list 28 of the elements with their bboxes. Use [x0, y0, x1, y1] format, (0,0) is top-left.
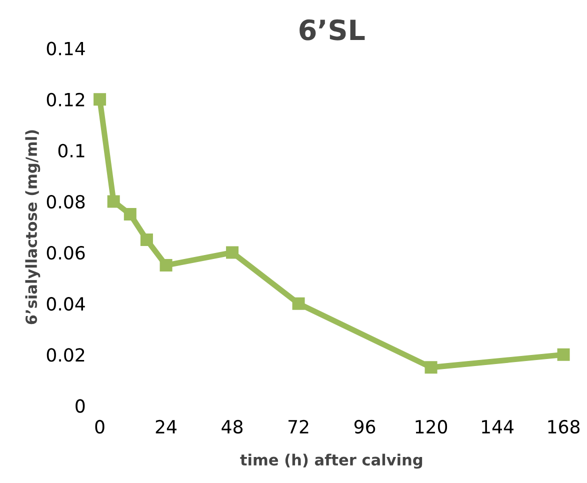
y-tick-label: 0: [76, 399, 85, 413]
y-tick-label: 0.1: [58, 144, 84, 158]
x-tick-label: 48: [222, 420, 243, 434]
point: [292, 297, 305, 310]
x-tick-label: 0: [95, 420, 104, 434]
point: [226, 246, 239, 259]
y-tick-label: 0.08: [46, 194, 85, 209]
y-tick-label: 0.12: [46, 92, 84, 106]
x-tick-label: 144: [482, 420, 514, 434]
point: [107, 195, 120, 208]
chart-title: 6’SL: [300, 19, 365, 40]
point: [557, 348, 570, 361]
y-tick-label: 0.04: [46, 297, 85, 311]
point: [124, 208, 136, 220]
x-tick-label: 96: [354, 420, 376, 434]
y-axis-title: 6’sialyllactose (mg/ml): [25, 130, 40, 324]
y-tick-label: 0.14: [46, 42, 85, 56]
x-tick-label: 72: [288, 420, 308, 434]
y-tick-label: 0.06: [46, 246, 85, 260]
x-tick-label: 24: [156, 420, 177, 434]
x-tick-label: 168: [548, 420, 580, 434]
x-axis-title: time (h) after calving: [240, 454, 422, 469]
y-tick-label: 0.02: [46, 348, 84, 362]
point: [424, 361, 438, 374]
x-tick-label: 120: [416, 420, 448, 434]
point: [160, 259, 172, 272]
point: [140, 234, 153, 246]
point: [94, 93, 106, 106]
